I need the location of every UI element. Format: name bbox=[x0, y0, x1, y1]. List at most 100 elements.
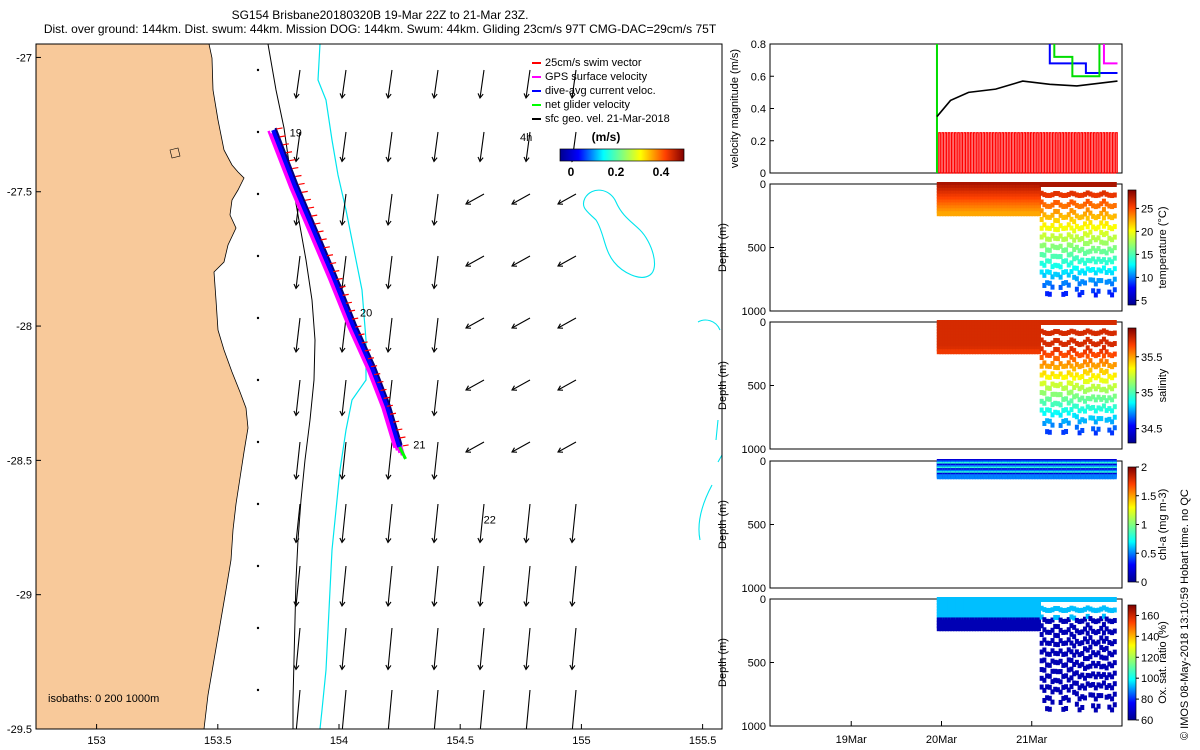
data-cell bbox=[1104, 417, 1109, 423]
data-cell bbox=[1072, 615, 1077, 621]
data-cell bbox=[1020, 193, 1025, 199]
swim-vector bbox=[307, 206, 315, 209]
data-cell bbox=[980, 337, 985, 343]
data-cell bbox=[985, 605, 990, 611]
data-cell bbox=[1042, 212, 1047, 218]
data-cell bbox=[1034, 331, 1039, 337]
data-cell bbox=[974, 196, 979, 202]
data-cell bbox=[1012, 322, 1017, 328]
data-cell bbox=[1015, 193, 1020, 199]
data-cell bbox=[1045, 651, 1050, 657]
data-cell bbox=[990, 623, 995, 629]
data-cell bbox=[1077, 237, 1082, 243]
data-cell bbox=[944, 193, 949, 199]
data-cell bbox=[1012, 320, 1017, 325]
data-cell bbox=[990, 196, 995, 202]
data-cell bbox=[1028, 605, 1033, 611]
data-cell bbox=[1058, 202, 1063, 208]
data-cell bbox=[971, 602, 976, 608]
data-cell bbox=[1064, 407, 1069, 413]
data-cell bbox=[1104, 182, 1109, 187]
data-cell bbox=[1020, 199, 1025, 205]
data-cell bbox=[988, 349, 993, 355]
data-cell bbox=[1012, 346, 1017, 352]
data-cell bbox=[1110, 619, 1115, 625]
data-cell bbox=[1039, 640, 1044, 646]
data-cell bbox=[1077, 608, 1082, 614]
data-cell bbox=[1101, 597, 1106, 602]
current-vector bbox=[387, 193, 393, 226]
swim-vector bbox=[383, 396, 390, 399]
data-cell bbox=[1066, 627, 1071, 633]
data-cell bbox=[1042, 657, 1047, 663]
data-cell bbox=[1028, 193, 1033, 199]
data-cell bbox=[980, 199, 985, 205]
data-cell bbox=[1050, 391, 1055, 397]
data-cell bbox=[1107, 257, 1112, 263]
data-cell bbox=[1042, 272, 1047, 278]
data-cell bbox=[1050, 243, 1055, 249]
data-cell bbox=[1055, 401, 1060, 407]
data-cell bbox=[1082, 675, 1087, 681]
data-cell bbox=[950, 343, 955, 349]
data-cell bbox=[944, 620, 949, 626]
legend-label: 25cm/s swim vector bbox=[545, 57, 642, 69]
data-cell bbox=[963, 605, 968, 611]
data-cell bbox=[1080, 704, 1085, 710]
data-cell bbox=[1001, 626, 1006, 632]
data-cell bbox=[1055, 474, 1060, 480]
data-cell bbox=[1055, 651, 1060, 657]
data-cell bbox=[996, 208, 1001, 214]
data-cell bbox=[936, 193, 941, 199]
data-cell bbox=[1023, 184, 1028, 190]
data-cell bbox=[1053, 623, 1058, 629]
data-cell bbox=[1110, 674, 1115, 680]
data-cell bbox=[1026, 334, 1031, 340]
data-cell bbox=[1082, 211, 1087, 217]
data-cell bbox=[1072, 366, 1077, 372]
data-cell bbox=[1009, 320, 1014, 325]
data-cell bbox=[996, 182, 1001, 187]
data-cell bbox=[1093, 674, 1098, 680]
data-cell bbox=[1061, 597, 1066, 602]
data-cell bbox=[1018, 187, 1023, 193]
data-cell bbox=[1055, 182, 1060, 187]
data-cell bbox=[1064, 684, 1069, 690]
data-cell bbox=[1091, 383, 1096, 389]
data-cell bbox=[1042, 410, 1047, 416]
data-cell bbox=[1034, 349, 1039, 355]
current-vector-head bbox=[477, 156, 484, 163]
data-cell bbox=[1061, 695, 1066, 701]
data-cell bbox=[1001, 349, 1006, 355]
data-cell bbox=[1042, 677, 1047, 683]
data-cell bbox=[990, 611, 995, 617]
data-cell bbox=[942, 611, 947, 617]
data-cell bbox=[1112, 660, 1117, 666]
data-cell bbox=[1107, 278, 1112, 284]
current-vector bbox=[387, 255, 393, 289]
data-cell bbox=[1009, 196, 1014, 202]
data-cell bbox=[980, 320, 985, 325]
data-cell bbox=[977, 614, 982, 620]
data-cell bbox=[1009, 331, 1014, 337]
data-cell bbox=[996, 611, 1001, 617]
data-cell bbox=[1053, 320, 1058, 325]
data-cell bbox=[1009, 187, 1014, 193]
data-cell bbox=[1058, 371, 1063, 377]
data-cell bbox=[1050, 648, 1055, 654]
data-cell bbox=[1112, 702, 1117, 708]
data-cell bbox=[1012, 340, 1017, 346]
data-cell bbox=[1074, 403, 1079, 409]
data-cell bbox=[958, 325, 963, 331]
data-cell bbox=[1034, 605, 1039, 611]
data-cell bbox=[1004, 608, 1009, 614]
land-mass bbox=[36, 44, 249, 729]
data-cell bbox=[1001, 611, 1006, 617]
data-cell bbox=[1042, 420, 1047, 426]
swim-vector bbox=[323, 246, 330, 249]
data-cell bbox=[1064, 651, 1069, 657]
data-cell bbox=[1093, 608, 1098, 614]
data-cell bbox=[955, 211, 960, 217]
data-cell bbox=[999, 605, 1004, 611]
